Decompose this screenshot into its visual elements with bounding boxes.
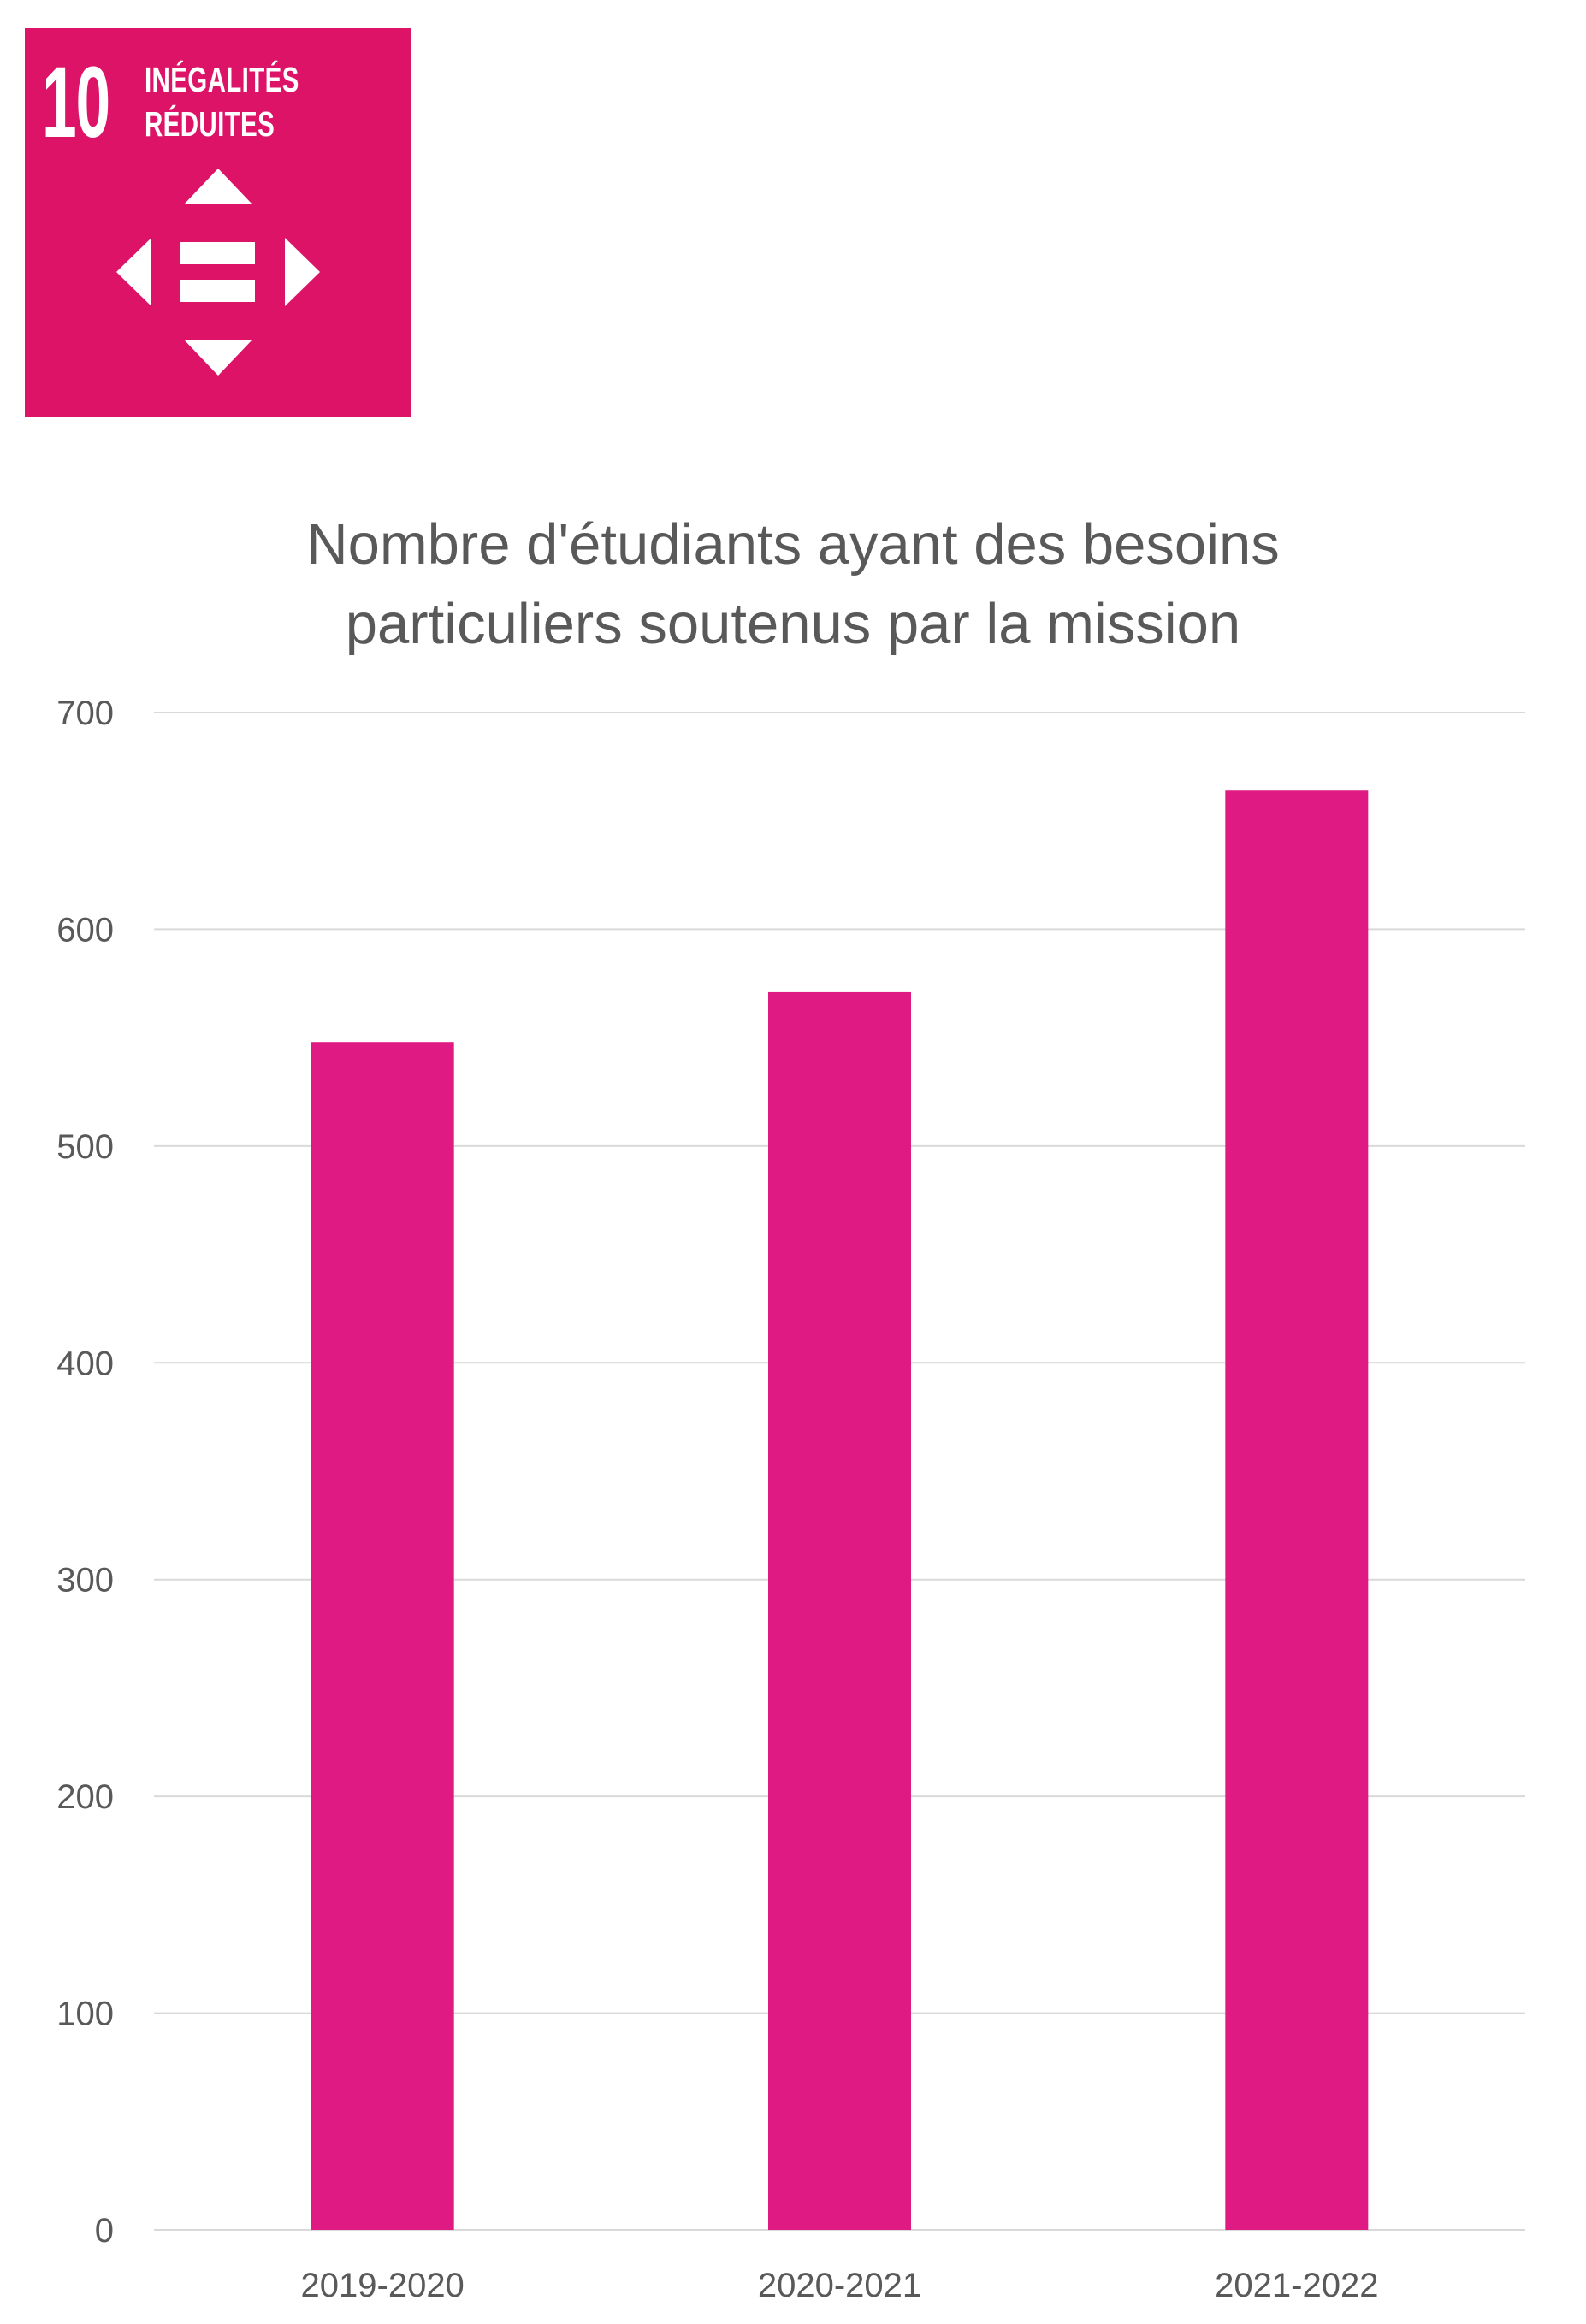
bar-2021-2022 [1225,790,1369,2230]
sdg-number: 10 [42,46,110,159]
sdg-badge: 10 INÉGALITÉS RÉDUITES [25,28,411,417]
y-tick-label: 500 [56,1128,114,1166]
x-axis-labels: 2019-2020 2020-2021 2021-2022 [301,2267,1379,2304]
y-tick-label: 300 [56,1562,114,1600]
y-tick-label: 0 [95,2212,114,2250]
bars [311,790,1369,2230]
y-tick-label: 100 [56,1996,114,2033]
x-tick-label: 2019-2020 [301,2267,465,2304]
x-tick-label: 2021-2022 [1215,2267,1378,2304]
bar-2019-2020 [311,1042,454,2230]
reduced-inequalities-icon [116,169,320,376]
y-tick-label: 700 [56,695,114,732]
chart-title: Nombre d'étudiants ayant des besoins par… [306,512,1280,656]
y-tick-label: 400 [56,1345,114,1382]
y-tick-label: 600 [56,911,114,949]
sdg-label-line1: INÉGALITÉS [145,60,299,99]
chart-title-line-2: particuliers soutenus par la mission [346,592,1240,656]
bar-2020-2021 [768,991,911,2230]
sdg-label: INÉGALITÉS RÉDUITES [145,57,299,146]
y-tick-label: 200 [56,1778,114,1816]
chart-title-line-1: Nombre d'étudiants ayant des besoins [306,512,1280,577]
x-tick-label: 2020-2021 [758,2267,921,2304]
y-axis-labels: 0 100 200 300 400 500 600 700 [56,695,114,2250]
sdg-label-line2: RÉDUITES [145,104,275,144]
